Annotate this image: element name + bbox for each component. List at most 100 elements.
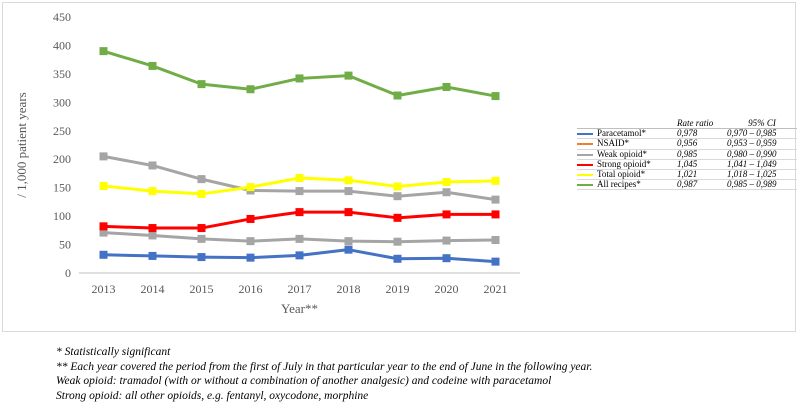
data-point xyxy=(491,92,500,101)
data-point xyxy=(295,74,304,83)
legend-swatch xyxy=(577,143,593,146)
y-tick-label: 150 xyxy=(53,181,71,195)
data-point xyxy=(295,187,304,196)
data-point xyxy=(99,222,108,231)
data-point xyxy=(246,85,255,94)
x-tick-label: 2017 xyxy=(288,282,312,296)
y-tick-label: 0 xyxy=(65,266,71,280)
legend-ci: 1,041 – 1,049 xyxy=(727,159,797,171)
data-point xyxy=(491,195,500,204)
data-point xyxy=(393,254,402,263)
data-point xyxy=(442,188,451,197)
data-point xyxy=(246,183,255,192)
data-point xyxy=(246,253,255,262)
x-tick-label: 2018 xyxy=(337,282,361,296)
data-point xyxy=(442,236,451,245)
legend-rate: 1,045 xyxy=(677,159,727,171)
legend-row: NSAID* 0,956 0,953 – 0,959 xyxy=(577,138,797,150)
footnote-strong-opioid: Strong opioid: all other opioids, e.g. f… xyxy=(56,389,369,402)
y-tick-label: 300 xyxy=(53,95,71,109)
footnote-weak-opioid: Weak opioid: tramadol (with or without a… xyxy=(56,375,552,387)
legend-swatch xyxy=(577,184,593,187)
data-point xyxy=(99,250,108,259)
data-point xyxy=(295,234,304,243)
data-point xyxy=(393,237,402,246)
data-point xyxy=(148,61,157,70)
legend-row: Paracetamol* 0,978 0,970 – 0,985 xyxy=(577,128,797,140)
legend-ci: 0,953 – 0,959 xyxy=(727,139,797,150)
legend-swatch xyxy=(577,133,593,136)
legend-row: Strong opioid* 1,045 1,041 – 1,049 xyxy=(577,158,797,171)
legend-label: Weak opioid* xyxy=(597,148,648,159)
legend-rate: 0,956 xyxy=(677,139,727,150)
data-point xyxy=(295,173,304,182)
data-point xyxy=(148,251,157,260)
data-point xyxy=(295,251,304,260)
legend-table: Rate ratio 95% CI Paracetamol* 0,978 0,9… xyxy=(577,119,797,191)
legend-label: Strong opioid* xyxy=(597,158,651,169)
x-tick-label: 2019 xyxy=(386,282,410,296)
footnotes: * Statistically significant ** Each year… xyxy=(56,345,592,403)
x-tick-label: 2014 xyxy=(141,282,165,296)
data-point xyxy=(491,236,500,245)
legend-rate: 0,978 xyxy=(677,129,727,140)
data-point xyxy=(99,152,108,161)
data-point xyxy=(442,177,451,186)
legend-row: All recipes* 0,987 0,985 – 0,989 xyxy=(577,180,797,191)
y-tick-label: 400 xyxy=(53,38,71,52)
x-axis-title: Year** xyxy=(281,301,318,316)
data-point xyxy=(393,192,402,201)
data-point xyxy=(197,175,206,184)
legend-rate: 0,987 xyxy=(677,180,727,191)
legend-header-ci: 95% CI xyxy=(727,119,797,130)
data-point xyxy=(344,176,353,185)
legend-label: Total opioid* xyxy=(597,169,646,180)
footnote-year-definition: ** Each year covered the period from the… xyxy=(56,360,593,373)
y-tick-label: 200 xyxy=(53,152,71,166)
x-tick-label: 2021 xyxy=(484,282,508,296)
data-point xyxy=(442,210,451,219)
data-point xyxy=(197,234,206,243)
data-point xyxy=(393,213,402,222)
data-point xyxy=(491,176,500,185)
legend-ci: 0,970 – 0,985 xyxy=(727,129,797,140)
data-point xyxy=(442,82,451,91)
legend-label: NSAID* xyxy=(597,138,630,149)
data-point xyxy=(442,254,451,263)
y-tick-label: 250 xyxy=(53,124,71,138)
line-chart: 0 50 100 150 200 250 300 350 400 450 2013 2014 2015 2… xyxy=(14,10,520,316)
data-point xyxy=(197,224,206,233)
data-point xyxy=(344,245,353,254)
series-line xyxy=(103,49,496,98)
data-point xyxy=(148,224,157,233)
legend-rate: 1,021 xyxy=(677,169,727,181)
legend-row: Total opioid* 1,021 1,018 – 1,025 xyxy=(577,169,797,181)
x-tick-label: 2016 xyxy=(239,282,263,296)
legend-label: Paracetamol* xyxy=(597,128,646,139)
data-point xyxy=(99,228,108,237)
data-point xyxy=(148,187,157,196)
data-point xyxy=(344,71,353,80)
data-point xyxy=(197,189,206,198)
legend-header: Rate ratio 95% CI xyxy=(577,119,797,130)
legend-header-rate: Rate ratio xyxy=(677,119,727,130)
legend-swatch xyxy=(577,163,593,166)
x-tick-label: 2020 xyxy=(435,282,459,296)
data-point xyxy=(344,237,353,246)
legend-swatch xyxy=(577,153,593,156)
data-point xyxy=(246,214,255,223)
legend-row: Weak opioid* 0,985 0,980 – 0,990 xyxy=(577,148,797,160)
data-point xyxy=(393,182,402,191)
data-point xyxy=(344,208,353,217)
y-tick-label: 450 xyxy=(53,10,71,24)
legend-rate: 0,985 xyxy=(677,149,727,160)
data-point xyxy=(99,181,108,190)
legend-ci: 0,985 – 0,989 xyxy=(727,180,797,191)
legend-ci: 0,980 – 0,990 xyxy=(727,149,797,160)
x-tick-label: 2013 xyxy=(92,282,116,296)
legend-swatch xyxy=(577,173,593,176)
data-point xyxy=(246,237,255,246)
footnote-significance: * Statistically significant xyxy=(56,346,171,358)
data-point xyxy=(99,47,108,56)
data-point xyxy=(491,257,500,266)
